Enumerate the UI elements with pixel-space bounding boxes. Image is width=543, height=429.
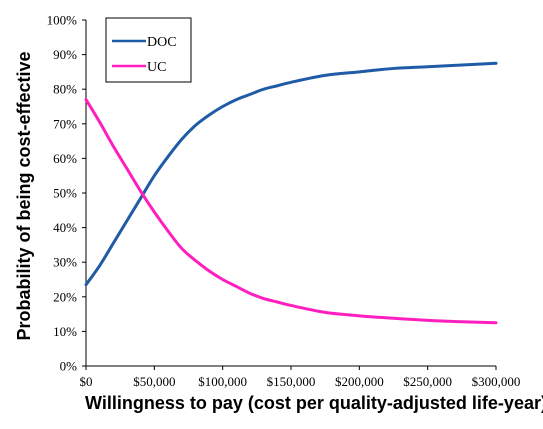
y-tick-label: 100%: [47, 13, 78, 28]
legend-label-doc: DOC: [147, 35, 177, 50]
x-tick-label: $300,000: [472, 374, 521, 389]
y-axis-title: Probability of being cost-effective: [14, 51, 34, 340]
y-tick-label: 10%: [53, 324, 77, 339]
y-tick-label: 30%: [53, 255, 77, 270]
y-axis-ticks: 0% 10% 20% 30% 40% 50% 60% 70% 80% 90% 100%: [47, 13, 86, 374]
x-tick-label: $250,000: [403, 374, 452, 389]
x-axis-title: Willingness to pay (cost per quality-adj…: [85, 393, 543, 413]
series-line-uc: [84, 98, 498, 325]
x-tick-label: $100,000: [198, 374, 247, 389]
series-line-doc: [84, 61, 498, 287]
series-layer: [84, 61, 498, 325]
x-axis-ticks: $0 $50,000 $100,000 $150,000 $200,000 $250,00…: [80, 366, 521, 389]
legend-label-uc: UC: [147, 60, 166, 75]
y-tick-label: 70%: [53, 116, 77, 131]
legend-box: [105, 17, 192, 83]
y-tick-label: 20%: [53, 289, 77, 304]
x-tick-label: $200,000: [335, 374, 384, 389]
x-tick-label: $0: [80, 374, 93, 389]
y-tick-label: 90%: [53, 47, 77, 62]
y-tick-label: 0%: [60, 359, 78, 374]
y-tick-label: 80%: [53, 82, 77, 97]
y-tick-label: 40%: [53, 220, 77, 235]
y-tick-label: 60%: [53, 151, 77, 166]
x-tick-label: $50,000: [133, 374, 175, 389]
legend: DOC UC: [105, 17, 192, 83]
x-tick-label: $150,000: [267, 374, 316, 389]
y-tick-label: 50%: [53, 186, 77, 201]
